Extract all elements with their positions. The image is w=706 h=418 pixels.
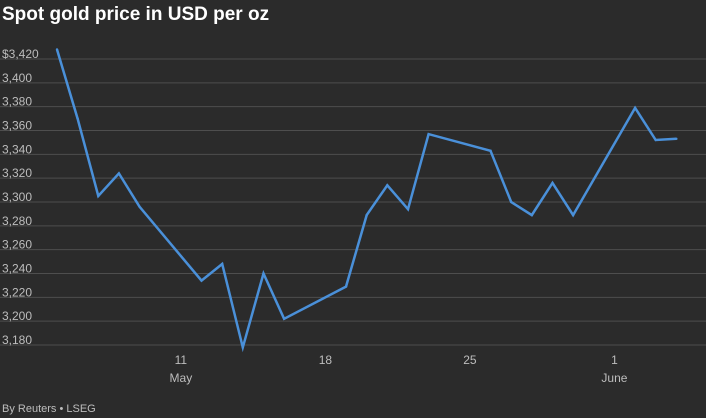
y-axis-tick-labels: 3,180 3,200 3,220 3,240 3,260 3,280 3,300 3,320…: [2, 47, 39, 347]
data-point: [530, 213, 534, 217]
data-point: [344, 285, 348, 288]
x-tick-sublabel: June: [601, 371, 627, 385]
series-line: [55, 49, 677, 353]
y-tick-label: 3,300: [2, 190, 32, 204]
chart-title: Spot gold price in USD per oz: [2, 4, 270, 25]
y-tick-label: 3,200: [2, 309, 32, 323]
y-tick-label: $3,420: [2, 47, 39, 61]
data-point: [633, 106, 637, 110]
data-point: [117, 172, 121, 175]
data-point: [654, 138, 657, 142]
data-point: [509, 200, 513, 204]
data-point: [427, 132, 430, 136]
y-tick-label: 3,260: [2, 238, 32, 252]
data-point: [571, 213, 575, 217]
y-tick-label: 3,400: [2, 71, 32, 85]
data-point: [282, 317, 286, 320]
x-tick-label: 11: [175, 353, 188, 367]
series-layer: [55, 48, 678, 353]
data-point: [76, 117, 79, 120]
y-tick-label: 3,360: [2, 119, 32, 133]
data-point: [489, 149, 492, 152]
x-tick-label: 1: [611, 353, 618, 367]
y-tick-label: 3,280: [2, 214, 32, 228]
x-axis-tick-labels: 11 May 18 25 1 June: [170, 353, 628, 385]
y-tick-label: 3,180: [2, 333, 32, 347]
data-point: [200, 279, 203, 282]
y-tick-label: 3,340: [2, 142, 32, 156]
y-tick-label: 3,380: [2, 95, 32, 109]
data-point: [365, 213, 368, 217]
y-tick-label: 3,240: [2, 262, 32, 276]
data-point: [406, 207, 410, 211]
data-point: [386, 184, 389, 187]
y-tick-label: 3,220: [2, 285, 32, 299]
data-point: [241, 346, 245, 349]
data-point: [551, 181, 554, 185]
data-point: [675, 137, 678, 141]
y-tick-label: 3,320: [2, 166, 32, 180]
gridlines: [0, 58, 706, 346]
x-tick-sublabel: May: [170, 371, 193, 385]
source-credit: By Reuters • LSEG: [2, 403, 96, 415]
data-point: [55, 48, 59, 51]
data-point: [138, 205, 141, 208]
data-point: [97, 194, 100, 198]
x-tick-label: 18: [319, 353, 333, 367]
data-point: [220, 262, 224, 266]
data-point: [262, 272, 265, 275]
x-tick-label: 25: [463, 353, 477, 367]
